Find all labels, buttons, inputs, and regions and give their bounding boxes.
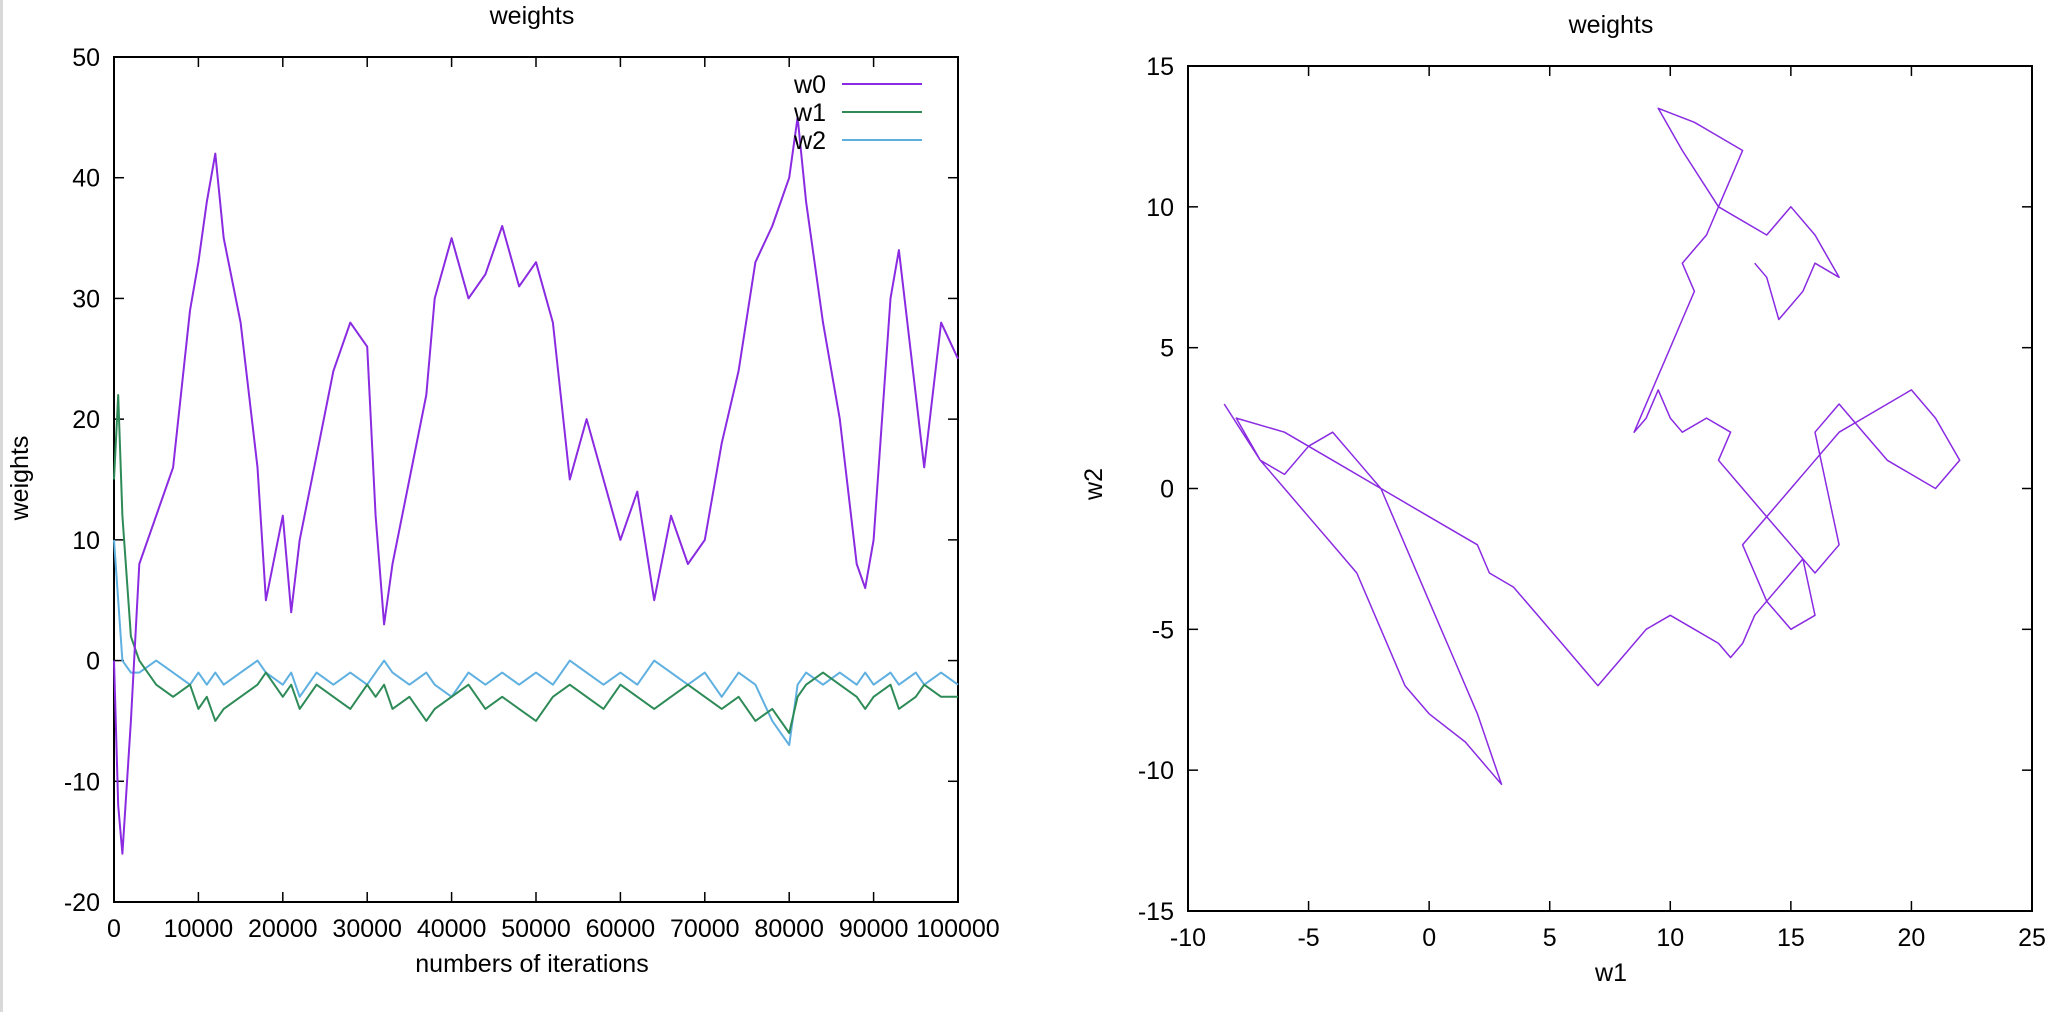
x-tick-label: 15 bbox=[1777, 924, 1805, 952]
y-axis-label: weights bbox=[6, 436, 34, 522]
y-tick-label: 0 bbox=[1160, 476, 1174, 504]
y-tick-label: 20 bbox=[72, 406, 100, 434]
series-line-w0 bbox=[113, 116, 959, 855]
y-tick-label: -5 bbox=[1152, 616, 1174, 644]
y-tick-label: 10 bbox=[72, 527, 100, 555]
x-tick-label: 25 bbox=[2018, 924, 2046, 952]
y-tick-label: -10 bbox=[64, 768, 100, 796]
y-tick-label: 40 bbox=[72, 165, 100, 193]
x-tick-label: 50000 bbox=[501, 915, 571, 943]
weights-over-iterations-chart: weights 0 10000 20000 30000 40000 50000 60000 7… bbox=[6, 2, 1000, 978]
chart-title: weights bbox=[489, 2, 575, 30]
y-tick-label: -20 bbox=[64, 889, 100, 917]
y-tick-label: 5 bbox=[1160, 335, 1174, 363]
y-tick-label: -15 bbox=[1138, 898, 1174, 926]
legend-label-w0: w0 bbox=[793, 71, 826, 99]
plot-area: 0 10000 20000 30000 40000 50000 60000 70000 8000… bbox=[64, 44, 1000, 943]
trajectory-line bbox=[1223, 107, 1961, 786]
x-tick-label: 10000 bbox=[164, 915, 234, 943]
y-axis-label: w2 bbox=[1080, 468, 1108, 501]
series-line-w2 bbox=[113, 539, 959, 747]
y-tick-label: 0 bbox=[86, 648, 100, 676]
chart-title: weights bbox=[1568, 11, 1654, 39]
x-tick-label: 10 bbox=[1656, 924, 1684, 952]
x-tick-label: 80000 bbox=[754, 915, 824, 943]
legend-label-w1: w1 bbox=[793, 99, 826, 127]
x-axis-label: w1 bbox=[1594, 959, 1627, 987]
x-tick-label: 0 bbox=[107, 915, 121, 943]
x-axis-label: numbers of iterations bbox=[415, 950, 648, 978]
series-line-w1 bbox=[113, 394, 958, 734]
x-tick-label: -10 bbox=[1170, 924, 1206, 952]
x-tick-label: 60000 bbox=[586, 915, 656, 943]
x-tick-label: 100000 bbox=[916, 915, 999, 943]
x-tick-label: 5 bbox=[1543, 924, 1557, 952]
y-tick-label: 50 bbox=[72, 44, 100, 72]
x-tick-label: -5 bbox=[1297, 924, 1319, 952]
x-tick-label: 20 bbox=[1898, 924, 1926, 952]
x-tick-label: 70000 bbox=[670, 915, 740, 943]
y-tick-label: -10 bbox=[1138, 757, 1174, 785]
y-tick-label: 10 bbox=[1146, 194, 1174, 222]
y-tick-label: 15 bbox=[1146, 53, 1174, 81]
legend-label-w2: w2 bbox=[793, 127, 826, 155]
x-tick-label: 30000 bbox=[332, 915, 402, 943]
x-tick-label: 0 bbox=[1422, 924, 1436, 952]
x-tick-label: 20000 bbox=[248, 915, 318, 943]
plot-frame bbox=[1187, 65, 2033, 912]
y-tick-label: 30 bbox=[72, 285, 100, 313]
plot-frame bbox=[113, 56, 959, 903]
x-tick-label: 90000 bbox=[839, 915, 909, 943]
window-edge bbox=[0, 0, 3, 1012]
x-tick-label: 40000 bbox=[417, 915, 487, 943]
